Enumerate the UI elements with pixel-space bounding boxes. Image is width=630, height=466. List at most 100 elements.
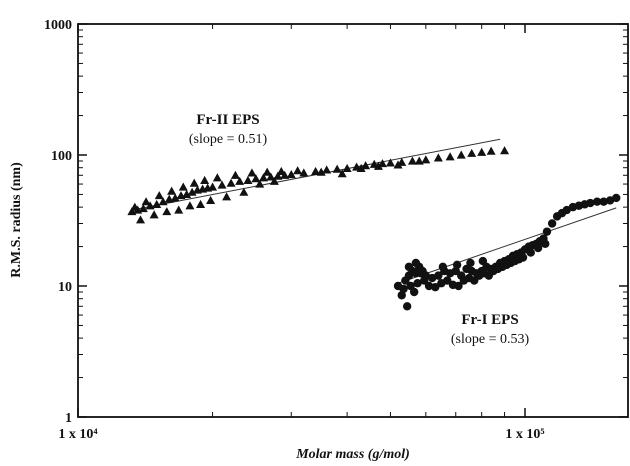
data-point-triangle (222, 192, 232, 201)
y-tick-label: 100 (51, 149, 72, 164)
data-point-circle (541, 239, 550, 248)
data-point-circle (599, 197, 608, 206)
data-point-triangle (196, 199, 206, 208)
data-point-triangle (212, 173, 222, 182)
data-point-triangle (445, 152, 455, 161)
data-point-triangle (206, 195, 216, 205)
axis-ticks (77, 23, 628, 418)
data-point-circle (431, 282, 440, 292)
data-point-circle (438, 262, 448, 272)
data-point-triangle (332, 164, 342, 173)
x-tick-label: 1 x 10⁴ (58, 427, 98, 442)
data-point-circle (612, 193, 621, 203)
data-point-circle (547, 219, 557, 228)
data-point-triangle (243, 175, 253, 184)
data-point-triangle (311, 166, 321, 175)
y-tick-label: 1000 (44, 18, 72, 33)
data-point-triangle (356, 163, 366, 173)
data-point-circle (454, 281, 463, 291)
fr-i-slope-annotation: (slope = 0.53) (451, 332, 530, 347)
data-point-triangle (149, 210, 159, 219)
data-point-triangle (414, 156, 424, 165)
data-point-triangle (187, 187, 197, 196)
data-point-triangle (158, 197, 168, 206)
data-point-circle (411, 258, 421, 268)
data-point-triangle (185, 201, 195, 210)
data-point-triangle (393, 160, 403, 169)
data-point-triangle (217, 180, 227, 189)
data-point-triangle (167, 186, 177, 195)
data-point-triangle (342, 163, 352, 173)
data-point-triangle (251, 174, 261, 183)
data-point-triangle (230, 170, 240, 179)
data-point-circle (443, 276, 452, 285)
data-point-circle (404, 262, 414, 272)
fr-ii-slope-annotation: (slope = 0.51) (189, 132, 268, 147)
data-point-triangle (373, 161, 383, 170)
data-point-circle (478, 256, 488, 266)
x-tick-label: 1 x 10⁵ (505, 427, 544, 442)
y-tick-label: 1 (65, 411, 72, 426)
data-point-circle (397, 291, 406, 300)
data-point-triangle (162, 207, 172, 216)
data-point-triangle (477, 147, 487, 156)
data-point-triangle (433, 153, 443, 162)
data-point-triangle (255, 179, 265, 188)
x-tick-labels: 1 x 10⁴ 1 x 10⁵ (58, 427, 544, 442)
data-point-circle (402, 302, 412, 311)
data-point-triangle (407, 156, 417, 165)
data-point-triangle (467, 148, 477, 157)
plot-frame (77, 23, 629, 418)
data-point-circle (526, 248, 535, 257)
y-tick-label: 10 (58, 280, 72, 295)
data-point-circle (424, 281, 434, 291)
data-point-circle (533, 243, 543, 253)
data-point-triangle (316, 167, 326, 176)
fr-ii-series-name: Fr-II EPS (196, 112, 259, 128)
y-tick-labels: 1 10 100 1000 (44, 18, 72, 426)
data-point-triangle (247, 168, 257, 177)
data-point-circle (592, 197, 602, 206)
data-point-triangle (136, 215, 146, 224)
data-point-triangle (258, 173, 268, 182)
data-point-triangle (141, 197, 151, 206)
data-point-triangle (293, 166, 303, 175)
data-point-triangle (273, 171, 283, 180)
data-point-circle (518, 253, 528, 262)
data-point-triangle (174, 205, 184, 214)
data-point-circle (466, 258, 475, 268)
data-point-circle (416, 269, 426, 278)
data-point-triangle (138, 204, 148, 213)
data-point-triangle (486, 146, 496, 155)
data-point-triangle (269, 176, 279, 185)
data-point-triangle (266, 172, 276, 181)
y-axis-title: R.M.S. radius (nm) (9, 162, 24, 278)
data-point-triangle (456, 150, 466, 159)
data-point-triangle (385, 158, 395, 167)
data-point-triangle (178, 182, 188, 191)
data-point-triangle (239, 187, 249, 196)
data-point-triangle (276, 166, 286, 175)
data-point-circle (452, 260, 462, 270)
fr-i-series-name: Fr-I EPS (461, 312, 518, 328)
data-point-triangle (322, 165, 332, 174)
fr-i-eps-points (393, 193, 621, 311)
data-point-circle (420, 276, 429, 285)
data-point-triangle (421, 155, 431, 164)
data-point-circle (434, 271, 443, 280)
data-point-triangle (235, 176, 245, 185)
fit-line (397, 207, 617, 284)
data-point-triangle (337, 169, 347, 178)
data-point-triangle (226, 178, 236, 187)
data-point-circle (586, 198, 595, 208)
data-point-circle (413, 279, 422, 288)
data-point-triangle (262, 167, 272, 176)
data-point-triangle (208, 182, 218, 191)
data-point-circle (409, 287, 419, 297)
data-point-triangle (200, 175, 210, 184)
data-point-triangle (182, 189, 192, 199)
data-point-circle (399, 284, 408, 294)
data-point-triangle (130, 202, 140, 211)
data-point-triangle (500, 146, 510, 155)
